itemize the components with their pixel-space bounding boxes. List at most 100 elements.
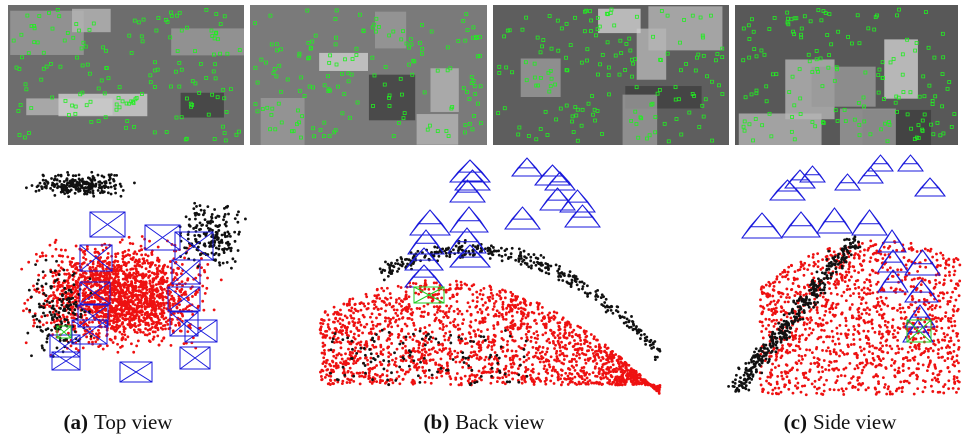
point [581, 366, 584, 369]
point [34, 263, 37, 266]
point [527, 357, 530, 360]
point [60, 174, 63, 177]
image-region [171, 28, 244, 55]
point [375, 364, 378, 367]
point [554, 336, 557, 339]
aerial-image [250, 5, 487, 145]
point [328, 318, 331, 321]
point [349, 381, 352, 384]
point [458, 339, 461, 342]
point [115, 291, 118, 294]
point [339, 322, 342, 325]
point [218, 264, 221, 267]
image-region [598, 9, 641, 33]
point [227, 244, 230, 247]
point [68, 289, 71, 292]
point [201, 300, 204, 303]
point [520, 323, 523, 326]
point [144, 327, 147, 330]
point [578, 375, 581, 378]
point [487, 313, 490, 316]
point [520, 319, 523, 322]
point [137, 302, 140, 305]
point [627, 377, 630, 380]
point [110, 173, 113, 176]
point [34, 314, 37, 317]
point [484, 301, 487, 304]
point [147, 329, 150, 332]
point [68, 185, 71, 188]
point [41, 252, 44, 255]
point [552, 342, 555, 345]
point [376, 374, 379, 377]
point [132, 351, 135, 354]
point [601, 366, 604, 369]
point [71, 257, 74, 260]
point [110, 339, 113, 342]
point [31, 184, 34, 187]
point [138, 315, 141, 318]
point [365, 293, 368, 296]
point [341, 380, 344, 383]
point [244, 218, 247, 221]
point [442, 310, 445, 313]
point [199, 253, 202, 256]
point [465, 362, 468, 365]
point [49, 270, 52, 273]
point [482, 304, 485, 307]
point [594, 359, 597, 362]
point [136, 294, 139, 297]
point [127, 296, 130, 299]
point [404, 352, 407, 355]
point [118, 313, 121, 316]
point [558, 321, 561, 324]
point [99, 265, 102, 268]
point [92, 192, 95, 195]
point [117, 252, 120, 255]
point [517, 367, 520, 370]
point [482, 293, 485, 296]
point [430, 382, 433, 385]
point [396, 348, 399, 351]
point [217, 229, 220, 232]
point [210, 215, 213, 218]
point [65, 184, 68, 187]
point [605, 354, 608, 357]
point [496, 293, 499, 296]
point [218, 244, 221, 247]
point [409, 368, 412, 371]
point [560, 368, 563, 371]
point [623, 370, 626, 373]
point [150, 299, 153, 302]
point [444, 339, 447, 342]
point [172, 297, 175, 300]
point [390, 325, 393, 328]
point [223, 232, 226, 235]
point [55, 248, 58, 251]
point [593, 335, 596, 338]
point [504, 296, 507, 299]
point [117, 270, 120, 273]
point [329, 337, 332, 340]
point [112, 279, 115, 282]
point [361, 331, 364, 334]
point [412, 282, 415, 285]
point [148, 332, 151, 335]
point [108, 323, 111, 326]
point [411, 318, 414, 321]
point [496, 309, 499, 312]
point [165, 302, 168, 305]
point [335, 354, 338, 357]
point [504, 291, 507, 294]
point [576, 372, 579, 375]
point [457, 324, 460, 327]
point [62, 186, 65, 189]
point [473, 330, 476, 333]
point [324, 311, 327, 314]
point [73, 283, 76, 286]
point [365, 340, 368, 343]
point [119, 241, 122, 244]
point [364, 375, 367, 378]
point [53, 185, 56, 188]
point [563, 377, 566, 380]
